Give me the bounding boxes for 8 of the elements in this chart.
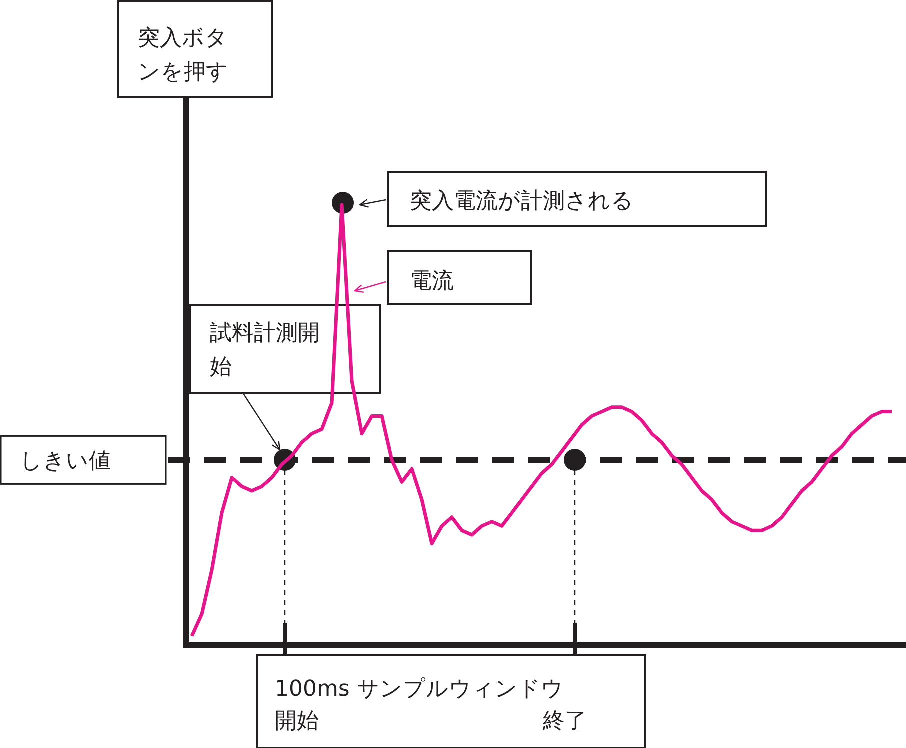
text: 開始	[275, 709, 319, 734]
text: 100ms サンプルウィンドウ	[275, 677, 564, 702]
ref-line-label: しきい値	[20, 449, 111, 474]
legend-label: 電流	[410, 269, 454, 294]
annotation: 突入電流が計測される	[410, 189, 634, 214]
text: 終了	[542, 709, 587, 734]
text: 突入ボタンを押す	[138, 26, 229, 86]
annotation: 試料計測開始	[210, 321, 320, 380]
